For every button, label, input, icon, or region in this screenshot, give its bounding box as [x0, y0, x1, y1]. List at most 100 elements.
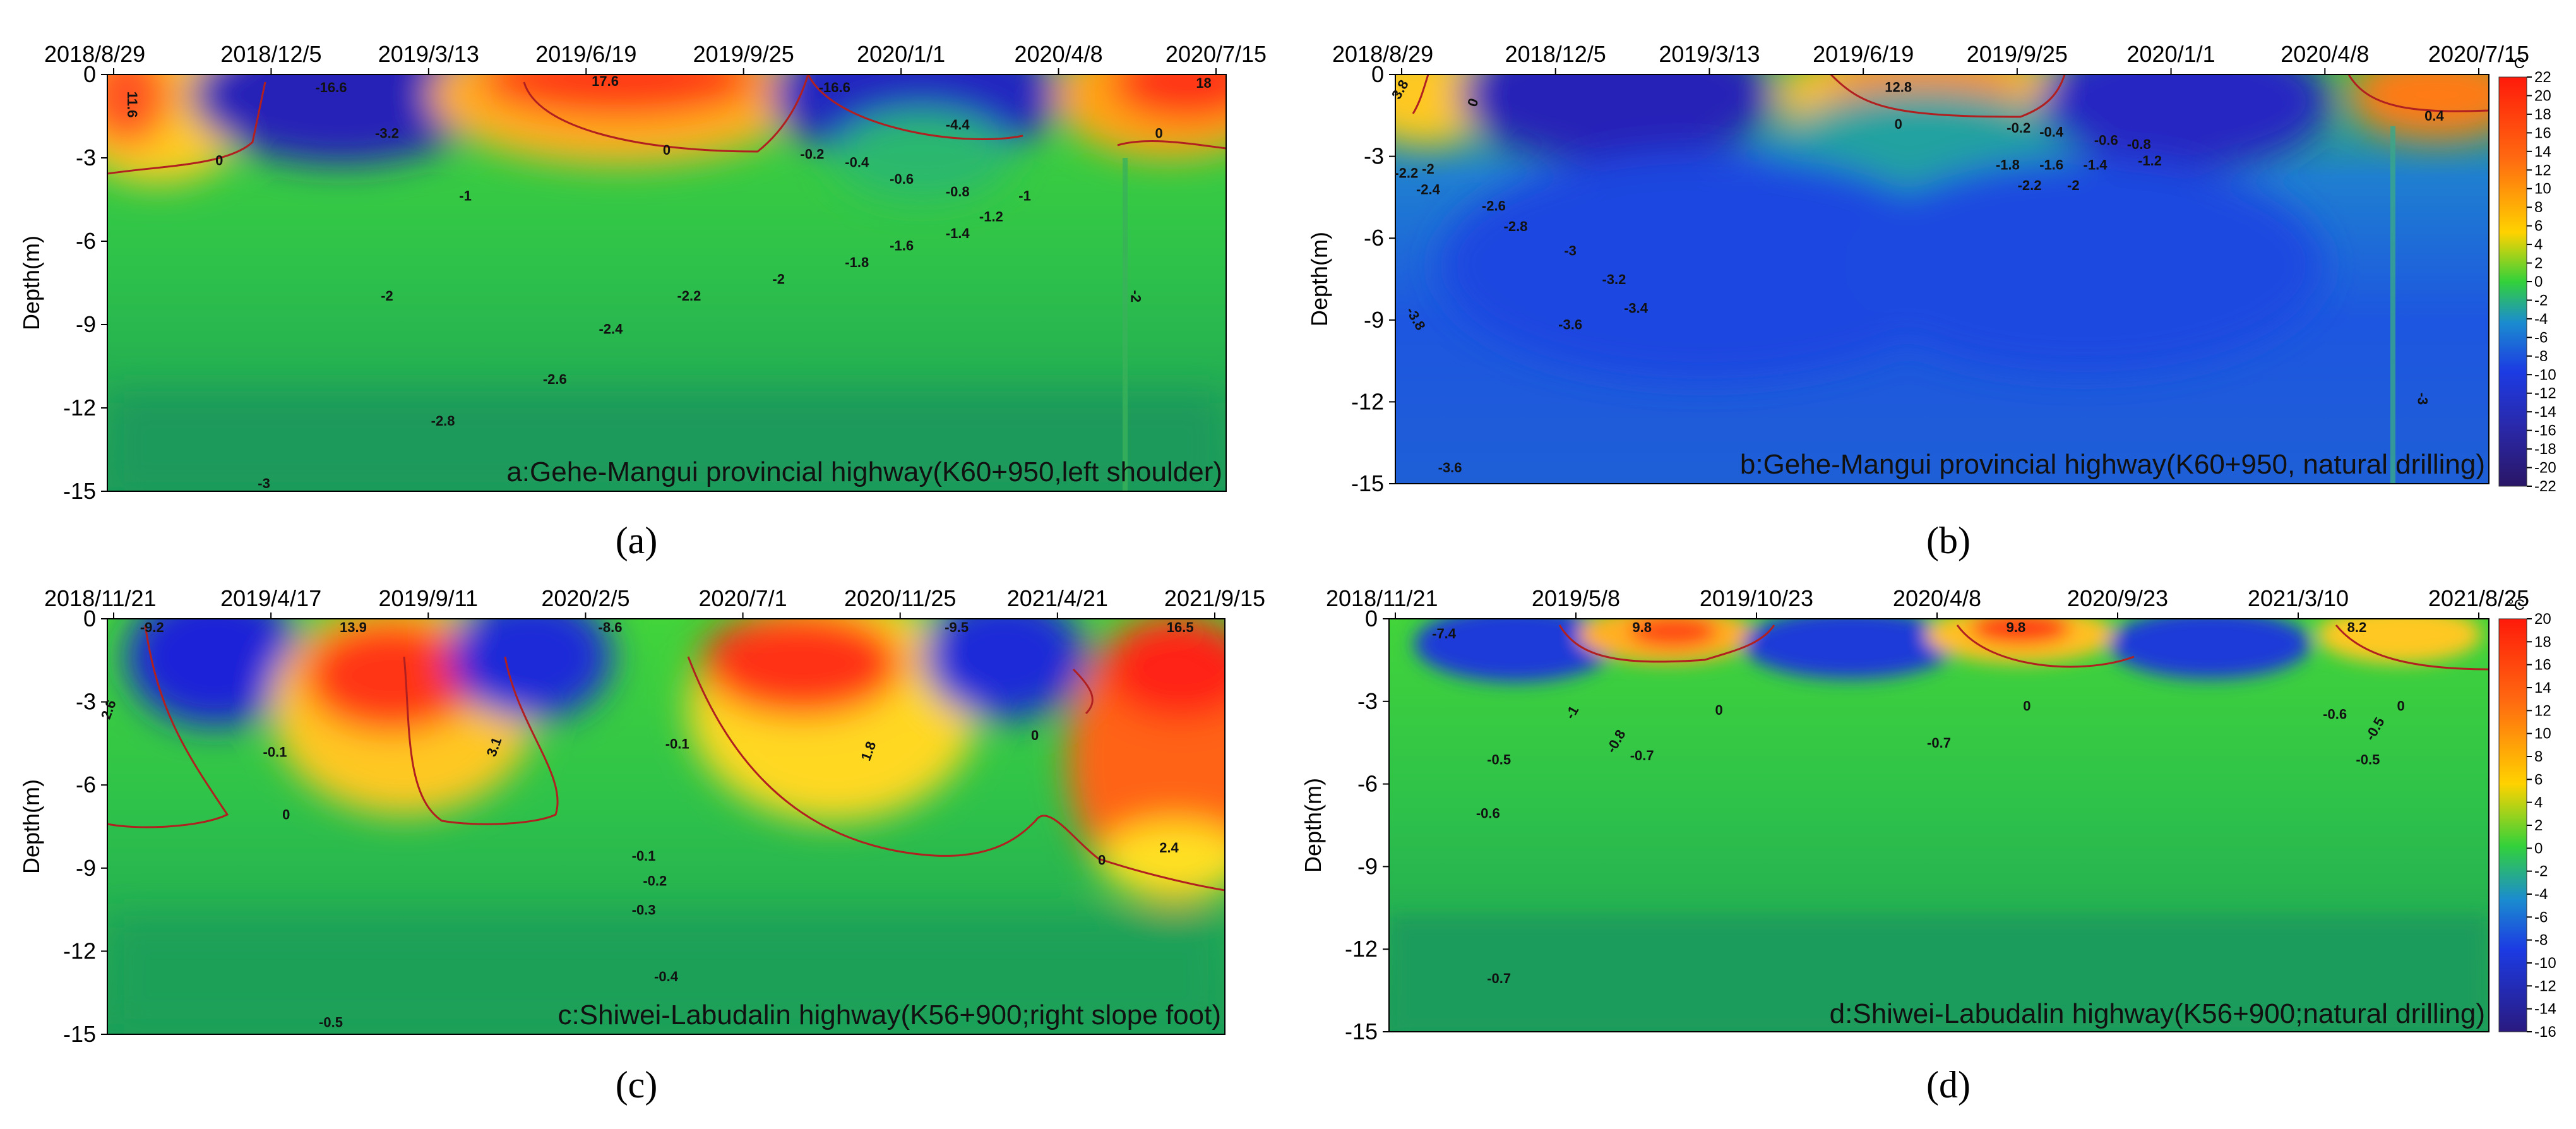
isotherm-label: 0.4	[2424, 108, 2444, 124]
colorbar-tick-label: 18	[2534, 106, 2551, 123]
y-axis-label: Depth(m)	[1300, 778, 1326, 873]
colorbar-tick-label: -4	[2534, 886, 2548, 903]
colorbar-d	[2498, 618, 2527, 1032]
colorbar-tick-label: 2	[2534, 817, 2543, 834]
colorbar-tick-label: -20	[2534, 460, 2556, 477]
colorbar-tick-label: 4	[2534, 236, 2543, 253]
y-tick-label: -9	[1364, 307, 1384, 333]
isotherm-label: 18	[1196, 75, 1211, 91]
isotherm-label: 13.9	[340, 619, 367, 635]
isotherm-label: 0	[2023, 698, 2030, 714]
isotherm-label: -1	[1018, 188, 1031, 203]
colorbar-unit: °C	[2508, 597, 2525, 614]
panel-label: (b)	[1926, 520, 1971, 561]
colorbar-tick-label: -10	[2534, 366, 2556, 383]
isotherm-label: -0.5	[319, 1014, 343, 1030]
isotherm-label: -16.6	[819, 80, 850, 95]
isotherm-label: 9.8	[2007, 619, 2026, 635]
y-tick-label: -15	[1351, 470, 1384, 496]
panel-caption: a:Gehe-Mangui provincial highway(K60+950…	[506, 457, 1222, 487]
isotherm-label: 12.8	[1885, 79, 1912, 95]
colorbar-tick-label: -14	[2534, 403, 2556, 421]
isotherm-label: -3.2	[1602, 272, 1626, 287]
isotherm-label: -2.2	[1394, 165, 1418, 181]
x-tick-label: 2019/9/11	[379, 585, 478, 611]
y-tick-label: -6	[76, 228, 96, 254]
colorbar-tick-label: 4	[2534, 794, 2543, 811]
heatmap-field-b	[1395, 75, 2489, 484]
y-tick-label: -6	[76, 772, 96, 797]
isotherm-label: -0.6	[2094, 133, 2118, 148]
isotherm-label: 0	[1098, 852, 1106, 868]
isotherm-label: 0	[1895, 116, 1902, 132]
colorbar-tick-label: 8	[2534, 199, 2543, 216]
y-tick-label: -6	[1364, 225, 1384, 251]
x-tick-label: 2019/4/17	[220, 585, 321, 611]
y-axis-label: Depth(m)	[18, 236, 44, 330]
x-tick-label: 2019/9/25	[693, 41, 794, 67]
y-tick-label: -6	[1357, 771, 1378, 797]
x-tick-label: 2019/6/19	[1813, 41, 1914, 67]
x-tick-label: 2019/6/19	[535, 41, 636, 67]
colorbar-tick-label: 2	[2534, 255, 2543, 272]
isotherm-label: -2.6	[543, 371, 567, 387]
colorbar-tick-label: 20	[2534, 611, 2551, 628]
colorbar-tick-label: -12	[2534, 977, 2556, 995]
isotherm-label: 11.6	[124, 92, 140, 118]
colorbar-tick-label: -4	[2534, 311, 2548, 328]
isotherm-label: -0.7	[1927, 735, 1951, 751]
x-tick-label: 2020/1/1	[857, 41, 945, 67]
isotherm-label: -3	[258, 475, 270, 491]
colorbar-tick-label: -14	[2534, 1001, 2556, 1018]
isotherm-label: -0.3	[632, 902, 656, 918]
colorbar-tick-label: 16	[2534, 657, 2551, 674]
isotherm-label: -1.4	[2084, 157, 2108, 173]
y-tick-label: 0	[83, 61, 96, 87]
isotherm-label: 16.5	[1167, 619, 1194, 635]
panel-label: (c)	[616, 1064, 658, 1106]
isotherm-label: -0.5	[1487, 751, 1511, 767]
isotherm-label: -1.8	[845, 254, 869, 270]
panel-label: (a)	[616, 520, 658, 561]
heatmap-field-a	[107, 75, 1226, 491]
isotherm-label: -0.2	[643, 873, 667, 889]
x-tick-label: 2020/1/1	[2127, 41, 2215, 67]
x-tick-label: 2021/9/15	[1164, 585, 1265, 611]
x-tick-label: 2020/11/25	[844, 585, 957, 611]
colorbar-tick-label: -2	[2534, 863, 2548, 880]
y-tick-label: 0	[1365, 606, 1378, 631]
isotherm-label: -2.8	[431, 413, 455, 429]
panel-caption: c:Shiwei-Labudalin highway(K56+900;right…	[558, 1000, 1221, 1030]
x-tick-label: 2021/3/10	[2248, 585, 2349, 611]
panel-a	[107, 74, 1227, 492]
y-tick-label: -3	[1364, 143, 1384, 169]
isotherm-label: 0	[215, 152, 223, 168]
isotherm-label: -0.1	[263, 744, 287, 760]
colorbar-tick-label: -8	[2534, 932, 2548, 949]
x-tick-label: 2020/2/5	[541, 585, 629, 611]
x-tick-label: 2019/10/23	[1700, 585, 1813, 611]
y-tick-label: -12	[1345, 936, 1378, 962]
y-tick-label: -9	[1357, 853, 1378, 879]
colorbar-unit: °C	[2508, 55, 2525, 72]
panel-d	[1388, 618, 2527, 1032]
isotherm-label: -2.4	[599, 321, 623, 337]
x-tick-label: 2019/5/8	[1532, 585, 1620, 611]
isotherm-label: -9.5	[945, 619, 969, 635]
isotherm-label: 0	[663, 142, 671, 158]
x-tick-label: 2018/8/29	[44, 41, 145, 67]
y-tick-label: -12	[63, 395, 96, 421]
isotherm-label: -2.8	[1504, 218, 1528, 234]
isotherm-label: -1.2	[979, 208, 1003, 224]
isotherm-label: -0.2	[800, 146, 824, 162]
colorbar-tick-label: -10	[2534, 955, 2556, 972]
isotherm-label: -2.6	[1482, 198, 1506, 213]
colorbar-tick-label: 10	[2534, 726, 2551, 743]
y-tick-label: -9	[76, 855, 96, 881]
x-tick-label: 2020/7/1	[699, 585, 787, 611]
isotherm-label: -2.2	[2018, 177, 2042, 193]
colorbar-tick-label: 8	[2534, 748, 2543, 765]
colorbar-tick-label: 20	[2534, 87, 2551, 104]
x-tick-label: 2020/4/8	[1015, 41, 1103, 67]
